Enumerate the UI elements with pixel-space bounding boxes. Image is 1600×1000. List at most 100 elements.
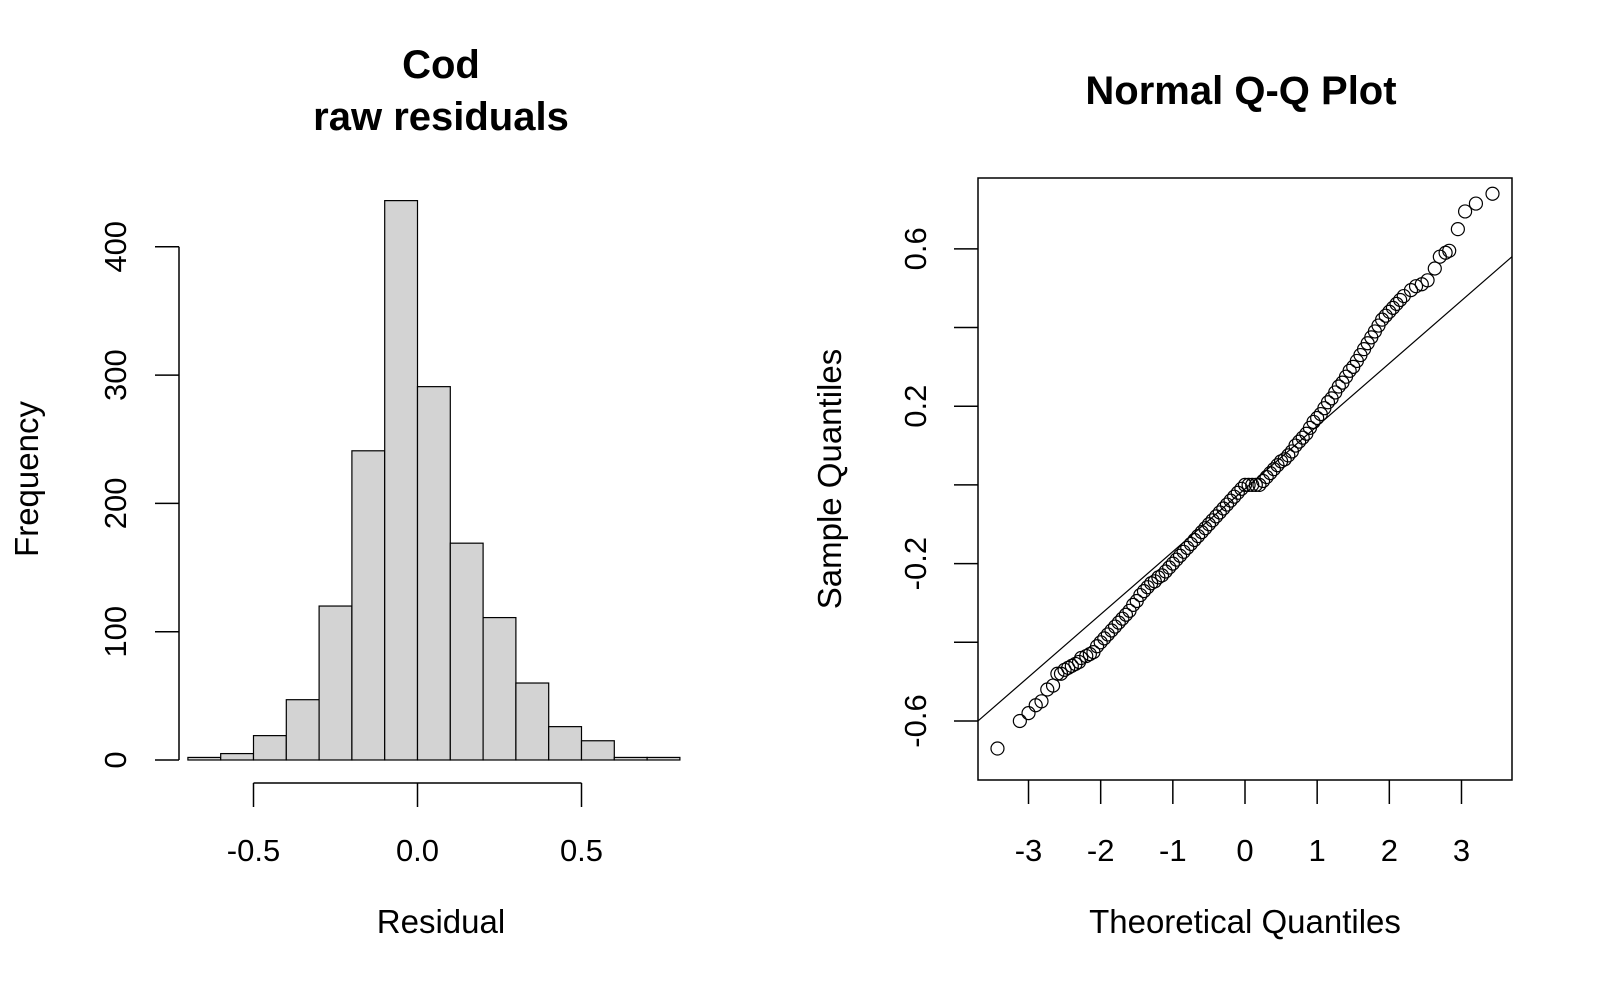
histogram-bar: [482, 616, 517, 761]
qq-x-tick-label: -1: [1159, 833, 1187, 868]
qq-point: [1389, 296, 1404, 312]
qq-x-tick-label: 1: [1309, 833, 1326, 868]
qq-point: [1457, 204, 1473, 219]
qq-y-tick-label: 0.6: [898, 227, 933, 270]
qq-point: [1154, 568, 1170, 583]
qq-reference-line-group: [977, 256, 1513, 722]
qq-point: [1331, 379, 1346, 394]
histogram-y-tick-label: 100: [98, 606, 133, 658]
qq-x-tick-label: -3: [1015, 833, 1043, 868]
qq-point: [1442, 243, 1457, 258]
qq-title: Normal Q-Q Plot: [1085, 69, 1396, 113]
qq-point: [990, 741, 1005, 756]
histogram-x-tick-label: 0.5: [560, 833, 603, 868]
histogram-bar: [220, 752, 255, 761]
histogram-bar: [252, 735, 287, 761]
qq-point: [1093, 635, 1108, 650]
histogram-bar: [187, 756, 222, 761]
qq-point: [1212, 505, 1227, 520]
qq-point: [1165, 556, 1180, 571]
qq-point: [1266, 462, 1281, 477]
qq-point: [1097, 631, 1112, 646]
qq-point: [1408, 279, 1424, 294]
qq-point: [1108, 619, 1123, 634]
qq-point: [1198, 521, 1213, 536]
qq-point: [1292, 434, 1307, 449]
qq-point: [1450, 222, 1465, 237]
qq-point: [1079, 648, 1094, 664]
qq-point: [1438, 245, 1453, 260]
qq-point: [1133, 587, 1148, 603]
qq-point: [1118, 607, 1134, 622]
histogram-y-tick-label: 0: [98, 751, 133, 768]
qq-point: [1050, 666, 1065, 681]
histogram-bar: [548, 726, 583, 761]
qq-point: [1281, 448, 1296, 463]
qq-point: [1205, 513, 1220, 528]
histogram-x-axis-label: Residual: [377, 903, 505, 940]
histogram-y-tick-label: 200: [98, 478, 133, 530]
qq-y-axis: -0.6 -0.2 0.2 0.6: [898, 227, 978, 748]
qq-point: [1320, 395, 1336, 410]
qq-reference-line: [977, 256, 1513, 722]
qq-point: [1064, 658, 1079, 673]
qq-point: [1263, 465, 1278, 481]
histogram-bar: [285, 699, 320, 761]
histogram-bar: [318, 605, 353, 761]
qq-point: [1201, 517, 1217, 532]
qq-point: [1021, 706, 1036, 721]
qq-point: [1237, 477, 1253, 493]
qq-y-tick-label: -0.2: [898, 537, 933, 590]
qq-point: [1194, 525, 1209, 540]
histogram-x-axis: -0.5 0.0 0.5: [227, 782, 603, 868]
histogram-bar: [351, 450, 386, 761]
qq-y-tick-label: 0.2: [898, 385, 933, 428]
qq-point: [1468, 196, 1484, 211]
qq-points: [990, 186, 1500, 756]
qq-panel: Normal Q-Q Plot -0.6 -0.2 0.2 0.6 -3 -2 -1 0 1 2…: [811, 69, 1513, 940]
histogram-bar: [646, 756, 681, 761]
qq-point: [1176, 544, 1191, 559]
qq-point: [1034, 694, 1049, 709]
qq-point: [1136, 584, 1152, 599]
qq-x-tick-label: 0: [1236, 833, 1253, 868]
qq-point: [1183, 536, 1198, 552]
qq-point: [1485, 186, 1500, 201]
qq-point: [1248, 477, 1263, 493]
qq-point: [1393, 292, 1408, 308]
qq-point: [1180, 540, 1195, 555]
qq-x-tick-label: 3: [1453, 833, 1470, 868]
qq-point: [1310, 410, 1325, 426]
qq-point: [1209, 509, 1224, 524]
histogram-bar: [416, 386, 451, 761]
qq-point: [1158, 564, 1173, 579]
histogram-y-tick-label: 300: [98, 349, 133, 401]
qq-point: [1234, 481, 1249, 496]
histogram-bar: [384, 200, 419, 761]
qq-point: [1420, 273, 1435, 288]
qq-point: [1245, 477, 1260, 493]
qq-point: [1385, 300, 1401, 315]
qq-point: [1223, 493, 1238, 508]
qq-point: [1162, 560, 1177, 575]
histogram-panel: Cod raw residuals 0 100 200 300 400 -0.5 0.0 0…: [8, 43, 681, 940]
qq-point: [1378, 308, 1393, 323]
qq-point: [1382, 304, 1397, 319]
qq-point: [1219, 497, 1235, 512]
qq-point: [1403, 283, 1419, 298]
qq-point: [1252, 477, 1267, 493]
qq-point: [1259, 469, 1274, 485]
qq-point: [1375, 312, 1390, 327]
qq-point: [1111, 615, 1126, 630]
qq-point: [1126, 597, 1141, 613]
qq-point: [1306, 414, 1321, 430]
qq-point: [1061, 660, 1076, 675]
qq-point: [1104, 623, 1119, 638]
histogram-y-axis: 0 100 200 300 400: [98, 221, 180, 769]
qq-point: [1241, 477, 1256, 493]
qq-point: [1169, 552, 1184, 567]
qq-point: [1012, 713, 1027, 729]
histogram-x-tick-label: 0.0: [396, 833, 439, 868]
histogram-title-line-1: Cod: [402, 43, 480, 87]
